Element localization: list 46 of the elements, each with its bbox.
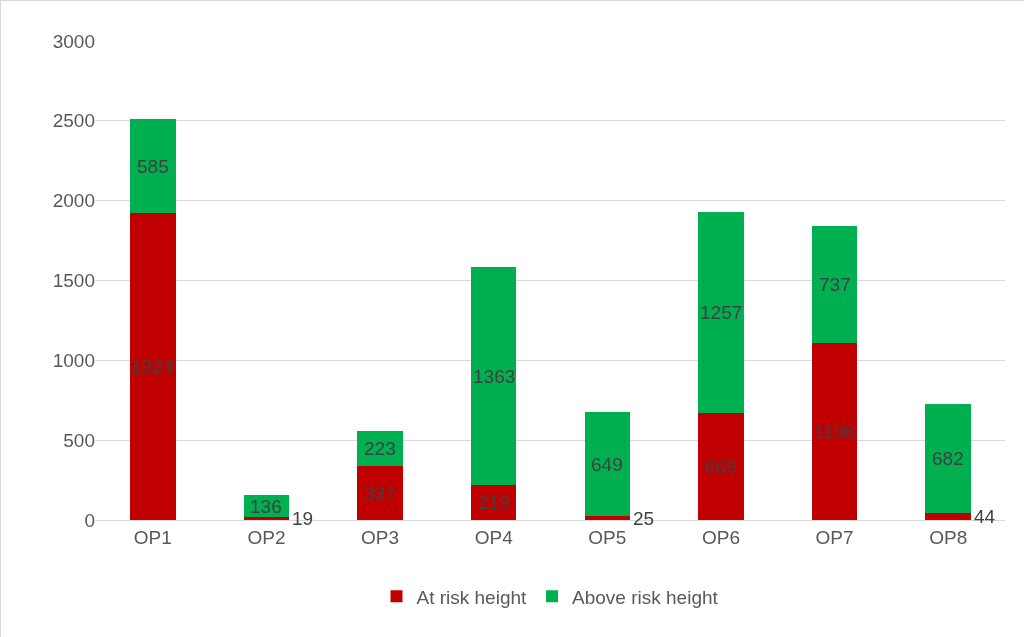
data-label: 136 bbox=[250, 496, 282, 517]
legend-label: Above risk height bbox=[572, 586, 719, 608]
x-tick-label: OP5 bbox=[588, 526, 627, 548]
data-label: 669 bbox=[705, 456, 737, 477]
data-label: 19 bbox=[292, 508, 314, 529]
data-label: 223 bbox=[364, 438, 396, 459]
y-tick-label: 2500 bbox=[52, 110, 95, 132]
bar bbox=[357, 466, 403, 520]
bar bbox=[925, 404, 971, 513]
data-label: 649 bbox=[591, 454, 623, 475]
y-tick-label: 500 bbox=[63, 429, 95, 451]
bar bbox=[698, 212, 744, 414]
y-tick-label: 2000 bbox=[52, 190, 95, 212]
x-tick-label: OP8 bbox=[929, 526, 968, 548]
data-label: 1363 bbox=[473, 366, 516, 387]
y-tick-label: 1000 bbox=[52, 349, 95, 371]
bar bbox=[130, 119, 176, 213]
y-tick-label: 0 bbox=[84, 509, 95, 531]
bar bbox=[584, 516, 631, 520]
bar bbox=[811, 343, 858, 520]
data-label: 25 bbox=[633, 508, 655, 529]
bar bbox=[584, 412, 631, 517]
bar bbox=[811, 225, 858, 344]
data-label: 337 bbox=[364, 483, 396, 504]
bar bbox=[130, 212, 176, 520]
bar bbox=[243, 516, 290, 520]
x-tick-label: OP1 bbox=[133, 526, 172, 548]
data-label: 1924 bbox=[131, 356, 174, 377]
data-label: 44 bbox=[974, 506, 996, 527]
data-label: 1257 bbox=[700, 302, 743, 323]
data-label: 1106 bbox=[814, 421, 855, 442]
y-tick-label: 3000 bbox=[52, 30, 95, 52]
data-label: 219 bbox=[478, 492, 510, 513]
x-tick-label: OP4 bbox=[474, 526, 514, 548]
x-tick-label: OP3 bbox=[361, 526, 400, 548]
data-label: 737 bbox=[819, 274, 851, 295]
x-tick-label: OP7 bbox=[815, 526, 854, 548]
legend-label: At risk height bbox=[416, 586, 528, 608]
x-tick-label: OP6 bbox=[701, 526, 740, 548]
data-label: 682 bbox=[932, 448, 964, 469]
y-tick-label: 1500 bbox=[52, 270, 95, 292]
bar bbox=[925, 512, 971, 520]
bar bbox=[698, 413, 744, 520]
x-tick-label: OP2 bbox=[247, 526, 286, 548]
data-label: 585 bbox=[137, 156, 169, 177]
bar bbox=[470, 267, 517, 486]
